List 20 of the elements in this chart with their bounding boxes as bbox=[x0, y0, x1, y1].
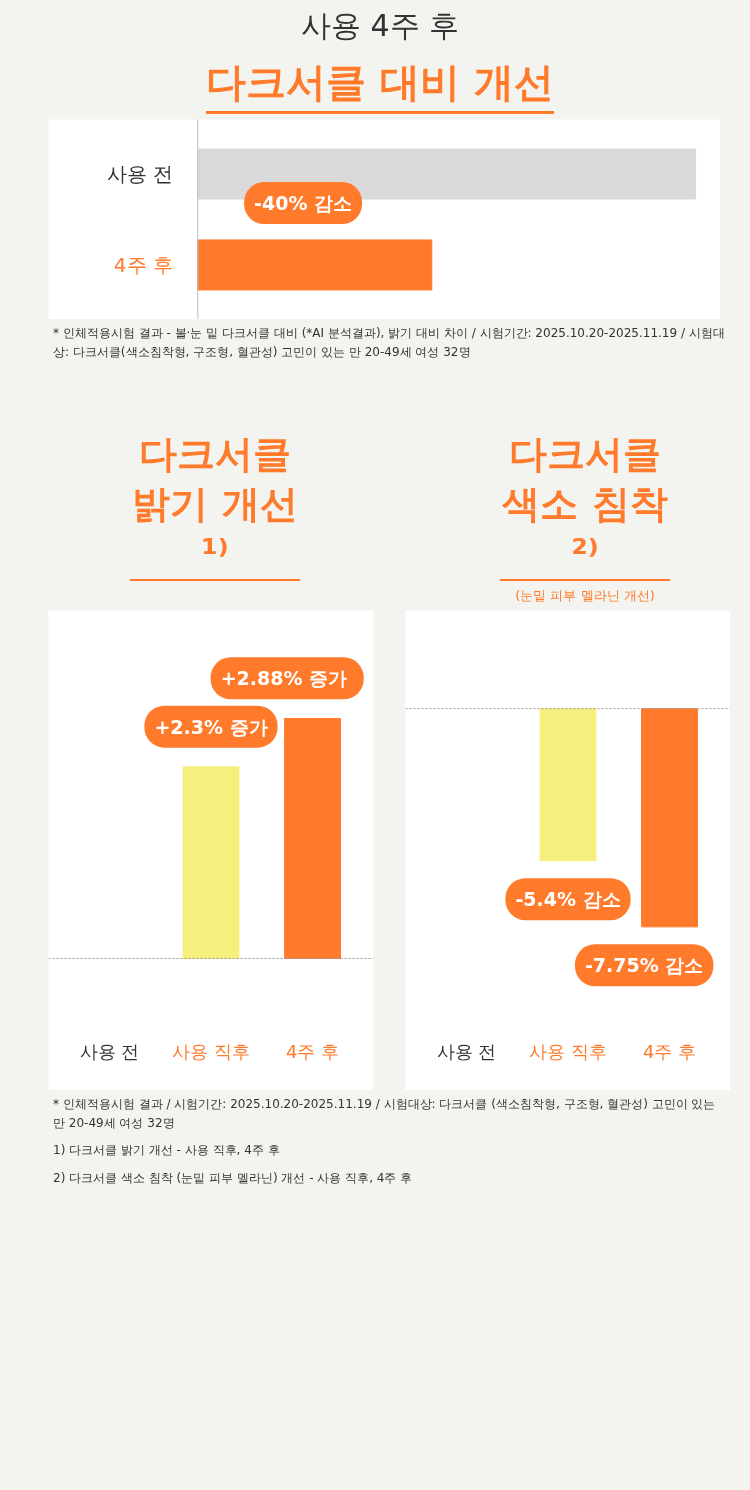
data-label: +2.3% 증가 bbox=[154, 715, 268, 738]
x-tick-label: 사용 전 bbox=[436, 1040, 497, 1062]
x-tick-label: 4주 후 bbox=[642, 1040, 697, 1062]
text: * 인체적용시험 결과 / 시험기간: 2025.10.20-2025.11.19 / 시험대상: 다크서클 (색소침착형, 구조형, 혈관성) 고민이 있는 만 20-49세 여성 32명 bbox=[53, 1096, 717, 1133]
text: 1) 다크서클 밝기 개선 - 사용 직후, 4주 후 bbox=[53, 1142, 281, 1160]
data-label: -7.75% 감소 bbox=[584, 954, 704, 977]
x-tick-label: 사용 직후 bbox=[172, 1040, 250, 1062]
x-tick-label: 4주 후 bbox=[285, 1040, 340, 1062]
data-label: -5.4% 감소 bbox=[515, 888, 621, 911]
x-tick-label: 사용 직후 bbox=[529, 1040, 607, 1062]
text: * 인체적용시험 결과 - 볼·눈 밑 다크서클 대비 (*AI 분석결과), 밝기 대비 차이 / 시험기간: 2025.10.20-2025.11.19 / 시험대상: 다크서클(색소침착형, 구조형, 혈관성) 고민이 있는 만 20-49세 여성 32명 bbox=[53, 325, 725, 362]
text: 2) 다크서클 색소 침착 (눈밑 피부 멜라닌) 개선 - 사용 직후, 4주 후 bbox=[53, 1169, 414, 1187]
chart-title: 다크서클 색소 침착²⁾ bbox=[500, 430, 670, 581]
chart-title: 다크서클 밝기 개선¹⁾ bbox=[130, 430, 300, 581]
chart-title: 사용 4주 후 bbox=[299, 7, 461, 45]
data-label: +2.88% 증가 bbox=[220, 667, 348, 690]
x-tick-label: 사용 전 bbox=[79, 1040, 140, 1062]
annotation: -40% 감소 bbox=[254, 192, 353, 215]
chart-subtitle: (눈밑 피부 멜라닌 개선) bbox=[514, 586, 656, 605]
chart-subtitle: 다크서클 대비 개선 bbox=[206, 53, 554, 114]
